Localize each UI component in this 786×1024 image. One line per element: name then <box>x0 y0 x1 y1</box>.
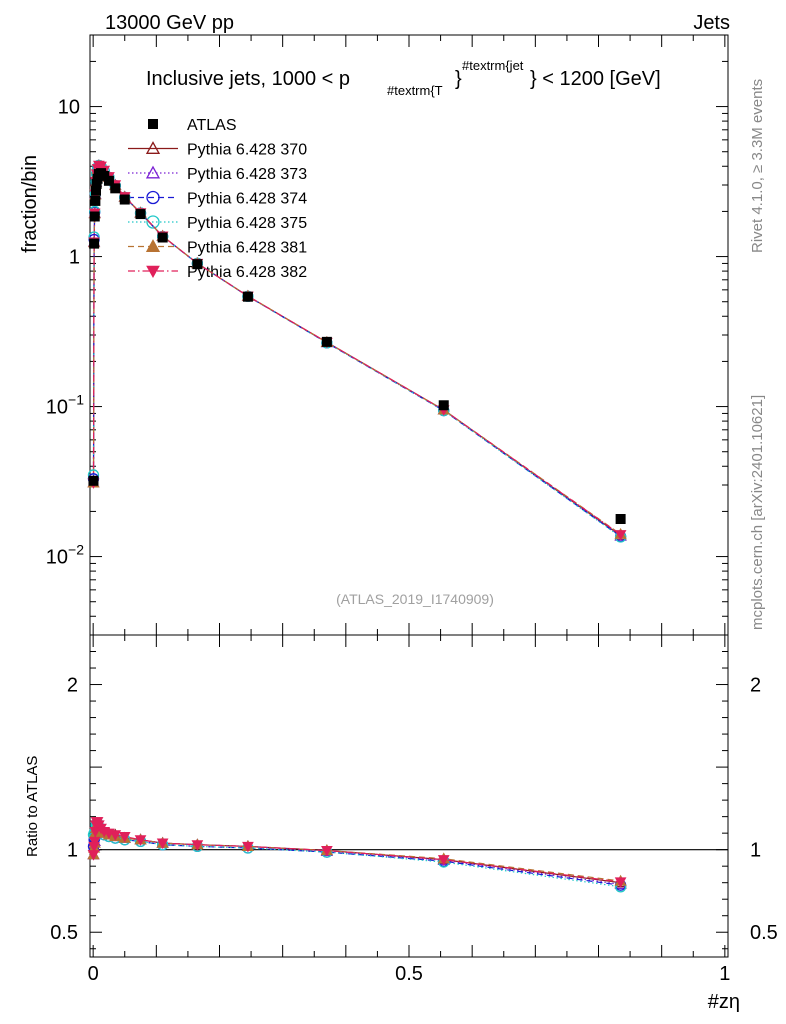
legend-marker <box>146 190 160 205</box>
main-title-brace: } <box>455 68 462 90</box>
main-y-tick-label: 10−2 <box>46 542 84 569</box>
ratio-data-point <box>109 830 122 841</box>
ratio-series-line <box>92 822 621 888</box>
ratio-y-axis-label: Ratio to ATLAS <box>24 756 41 857</box>
legend-item: Pythia 6.428 374 <box>128 191 307 208</box>
legend-label: Pythia 6.428 381 <box>187 240 307 257</box>
main-markers-pythia-6-428-374 <box>87 159 627 543</box>
main-data-point <box>91 178 102 189</box>
x-tick-label: 0.5 <box>395 963 423 985</box>
ratio-y-tick-label: 2 <box>67 675 78 697</box>
main-series <box>87 159 627 543</box>
main-data-point <box>91 185 102 196</box>
ratio-series-pythia-6-428-374 <box>87 819 627 891</box>
main-y-tick-label: 10 <box>58 97 80 119</box>
ratio-y-tick-label-right: 2 <box>750 675 761 697</box>
legend-marker <box>148 119 158 129</box>
ratio-data-point <box>614 877 627 888</box>
ratio-data-point <box>118 831 131 843</box>
main-markers-atlas <box>88 168 626 525</box>
ratio-data-point <box>191 840 204 851</box>
x-tick-label: 0 <box>88 963 99 985</box>
legend-label: Pythia 6.428 373 <box>187 166 307 183</box>
legend-marker <box>145 165 161 179</box>
category-label: Jets <box>693 12 730 34</box>
main-data-point <box>103 175 114 186</box>
ratio-y-tick-label-right: 1 <box>750 840 761 862</box>
legend-item: Pythia 6.428 382 <box>128 264 307 281</box>
main-data-point <box>615 514 626 525</box>
ratio-plot: 2 2 1 1 0.5 0.5 0 0.5 1 <box>50 634 778 985</box>
main-data-point <box>88 475 99 486</box>
ratio-data-point <box>156 838 169 850</box>
energy-label: 13000 GeV pp <box>105 12 234 34</box>
main-title-suffix: } < 1200 [GeV] <box>530 68 661 90</box>
main-data-point <box>119 194 130 205</box>
main-data-point <box>242 291 253 302</box>
legend-item: ATLAS <box>148 117 237 134</box>
ratio-plot-frame <box>89 634 729 958</box>
ratio-y-tick-label: 1 <box>67 840 78 862</box>
main-data-point <box>89 211 100 222</box>
legend-label: Pythia 6.428 374 <box>187 191 307 208</box>
main-data-point <box>438 400 449 411</box>
legend-item: Pythia 6.428 370 <box>128 141 307 159</box>
main-y-tick-label: 1 <box>69 247 80 269</box>
ratio-data-point <box>321 845 333 857</box>
main-axis-ticks: 10 1 10−1 10−2 <box>46 34 728 636</box>
main-markers-pythia-6-428-375 <box>87 159 627 543</box>
main-title-subscript: #textrm{T <box>387 83 443 98</box>
main-title-superscript: #textrm{jet <box>462 58 524 73</box>
main-series-pythia-6-428-375 <box>92 164 621 538</box>
ratio-y-tick-label: 0.5 <box>50 922 78 944</box>
legend-label: Pythia 6.428 375 <box>187 215 307 232</box>
ratio-data-point <box>134 835 147 846</box>
main-y-axis-label: fraction/bin <box>19 155 41 253</box>
main-data-point <box>321 336 332 347</box>
ratio-data-point <box>242 841 254 853</box>
main-data-point <box>157 232 168 243</box>
x-tick-label: 1 <box>719 963 730 985</box>
main-data-point <box>135 209 146 220</box>
ratio-series <box>87 816 728 893</box>
legend-label: Pythia 6.428 382 <box>187 264 307 281</box>
legend-label: ATLAS <box>187 117 237 134</box>
main-data-point <box>110 183 121 194</box>
main-series-line <box>92 164 621 538</box>
ratio-data-point <box>437 855 450 866</box>
ratio-series-pythia-6-428-382 <box>87 817 627 888</box>
legend-item: Pythia 6.428 375 <box>128 215 307 232</box>
main-y-tick-label: 10−1 <box>46 392 84 419</box>
main-data-point <box>614 530 627 541</box>
ratio-series-pythia-6-428-375 <box>87 817 627 893</box>
x-axis-label: #zη <box>708 991 740 1013</box>
legend-label: Pythia 6.428 370 <box>187 142 307 159</box>
main-data-point <box>89 238 100 249</box>
legend-item: Pythia 6.428 373 <box>128 165 307 183</box>
main-title: Inclusive jets, 1000 < p #textrm{T } #te… <box>146 58 661 98</box>
legend-marker <box>145 239 161 252</box>
ratio-data-point <box>88 836 101 848</box>
mcplots-reference-label: mcplots.cern.ch [arXiv:2401.10621] <box>749 395 766 630</box>
legend-marker <box>145 141 161 154</box>
main-plot-frame <box>89 34 729 636</box>
main-series-pythia-6-428-381 <box>92 165 621 535</box>
legend-marker <box>146 265 160 279</box>
legend: ATLAS Pythia 6.428 370 Pythia 6.428 373 Pyt… <box>128 117 307 281</box>
main-data-point <box>192 259 203 270</box>
legend-marker <box>146 215 160 229</box>
ratio-series-pythia-6-428-373 <box>87 818 627 889</box>
ratio-axis-ticks: 2 2 1 1 0.5 0.5 0 0.5 1 <box>50 635 778 985</box>
ratio-y-tick-label-right: 0.5 <box>750 922 778 944</box>
legend-item: Pythia 6.428 381 <box>128 239 307 257</box>
ratio-series-pythia-6-428-381 <box>87 816 627 886</box>
main-title-prefix: Inclusive jets, 1000 < p <box>146 68 350 90</box>
main-data-point <box>90 195 101 206</box>
rivet-version-label: Rivet 4.1.0, ≥ 3.3M events <box>749 79 766 253</box>
analysis-id-label: (ATLAS_2019_I1740909) <box>336 591 494 607</box>
main-series-line <box>92 165 621 535</box>
